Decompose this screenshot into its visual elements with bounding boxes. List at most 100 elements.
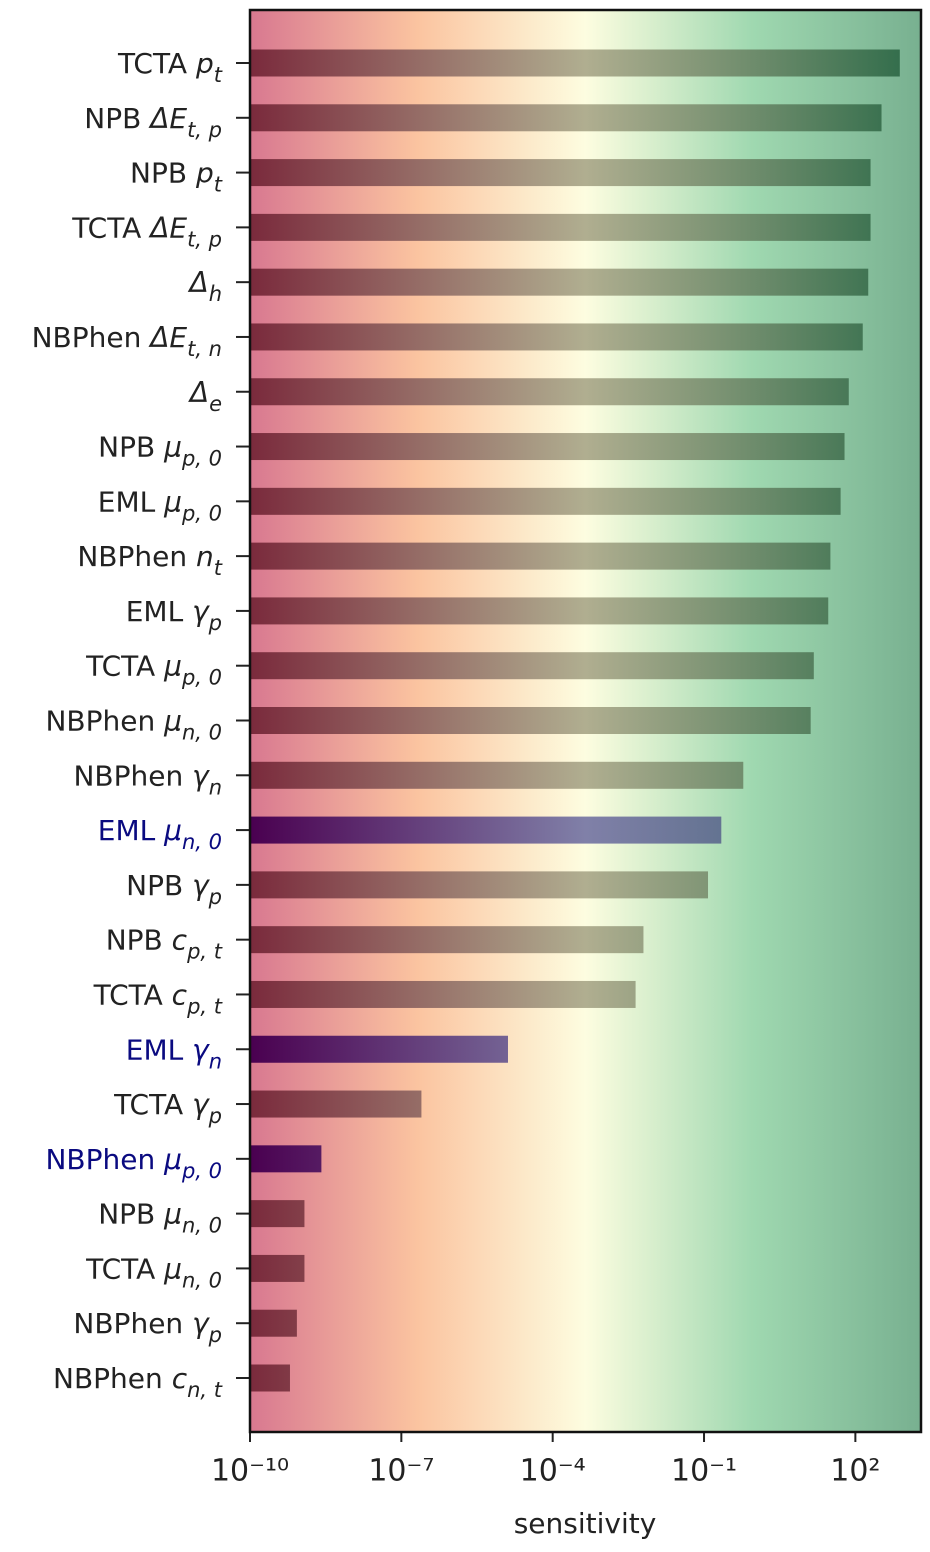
label-symbol: μ: [163, 485, 182, 518]
label-symbol: ΔE: [148, 211, 187, 244]
bar: [250, 761, 744, 789]
label-symbol: μ: [163, 431, 182, 464]
label-subscript: p, 0: [181, 666, 222, 690]
y-tick-label: NPB μp, 0: [98, 431, 222, 471]
label-name: NBPhen: [32, 321, 142, 354]
label-subscript: t: [214, 173, 223, 197]
bar: [250, 213, 871, 241]
x-tick-label: 10⁻⁷: [368, 1454, 434, 1489]
label-space: [155, 485, 164, 518]
label-name: NBPhen: [77, 540, 187, 573]
bar: [250, 159, 871, 187]
label-space: [141, 102, 150, 135]
label-space: [187, 47, 196, 80]
y-tick-label: TCTA γp: [113, 1088, 222, 1128]
label-subscript: n, 0: [182, 830, 222, 854]
y-tick-label: Δe: [188, 376, 222, 416]
label-space: [183, 759, 192, 792]
label-name: NPB: [84, 102, 141, 135]
label-symbol: μ: [163, 1198, 182, 1231]
label-subscript: t, p: [187, 118, 222, 142]
label-symbol: μ: [163, 650, 182, 683]
label-symbol: γ: [192, 1033, 210, 1066]
label-space: [187, 540, 196, 573]
bar: [250, 433, 845, 461]
label-space: [183, 595, 192, 628]
x-tick-label: 10⁻¹: [671, 1454, 737, 1489]
label-space: [183, 1033, 192, 1066]
bar: [250, 323, 863, 351]
y-tick-label: EML γn: [126, 1033, 222, 1073]
label-space: [155, 1143, 164, 1176]
label-space: [163, 924, 172, 957]
label-name: NBPhen: [73, 759, 183, 792]
label-subscript: n, t: [187, 1378, 223, 1402]
bar: [250, 1200, 305, 1228]
bar: [250, 597, 829, 625]
bar: [250, 1309, 297, 1337]
label-symbol: Δ: [188, 376, 209, 409]
bar: [250, 487, 841, 515]
label-space: [183, 1307, 192, 1340]
bar: [250, 1145, 322, 1173]
label-subscript: p: [208, 1104, 222, 1128]
label-subscript: n, 0: [182, 1214, 222, 1238]
y-tick-label: TCTA μn, 0: [85, 1252, 222, 1292]
label-subscript: n: [209, 1049, 222, 1073]
label-space: [155, 814, 164, 847]
label-symbol: γ: [192, 1307, 210, 1340]
label-name: EML: [126, 595, 184, 628]
label-symbol: ΔE: [148, 321, 187, 354]
x-axis-label: sensitivity: [514, 1507, 657, 1540]
label-subscript: t, n: [187, 337, 222, 361]
label-name: EML: [98, 814, 156, 847]
bar: [250, 49, 900, 77]
y-tick-label: NPB cp, t: [106, 924, 223, 964]
label-subscript: t: [214, 63, 223, 87]
label-subscript: n: [209, 775, 222, 799]
label-subscript: t, p: [187, 227, 222, 251]
y-tick-label: Δh: [188, 266, 222, 306]
label-name: NBPhen: [73, 1307, 183, 1340]
y-tick-label: NBPhen nt: [77, 540, 222, 580]
y-tick-label: NPB pt: [130, 157, 223, 197]
label-space: [155, 431, 164, 464]
y-tick-label: NBPhen μn, 0: [45, 705, 222, 745]
label-name: NPB: [98, 1198, 155, 1231]
bar: [250, 378, 849, 406]
bar: [250, 1364, 290, 1392]
y-tick-label: NBPhen γp: [73, 1307, 222, 1347]
bar: [250, 871, 709, 899]
label-symbol: Δ: [188, 266, 209, 299]
x-tick-label: 10⁻⁴: [520, 1454, 586, 1489]
label-subscript: p, 0: [181, 501, 222, 525]
y-tick-label: NPB ΔEt, p: [84, 102, 222, 142]
label-subscript: e: [209, 392, 222, 416]
label-name: TCTA: [85, 650, 155, 683]
label-symbol: μ: [163, 705, 182, 738]
label-space: [183, 1088, 192, 1121]
y-tick-label: EML γp: [126, 595, 222, 635]
label-name: TCTA: [93, 978, 163, 1011]
label-symbol: p: [195, 157, 214, 190]
label-subscript: n, 0: [182, 721, 222, 745]
y-tick-label: EML μp, 0: [98, 485, 222, 525]
y-tick-label: NBPhen γn: [73, 759, 222, 799]
label-name: NPB: [130, 157, 187, 190]
label-space: [163, 1362, 172, 1395]
y-tick-label: NPB γp: [126, 869, 222, 909]
label-symbol: n: [196, 540, 214, 573]
label-subscript: p, 0: [181, 1159, 222, 1183]
label-symbol: μ: [163, 1143, 182, 1176]
label-name: TCTA: [85, 1252, 155, 1285]
bar: [250, 1035, 508, 1063]
y-tick-label: NBPhen ΔEt, n: [32, 321, 222, 361]
label-subscript: p: [208, 611, 222, 635]
bar: [250, 268, 869, 296]
label-name: NPB: [106, 924, 163, 957]
label-space: [155, 650, 164, 683]
plot-frame: [248, 8, 923, 1434]
label-name: EML: [98, 485, 156, 518]
label-name: TCTA: [113, 1088, 183, 1121]
